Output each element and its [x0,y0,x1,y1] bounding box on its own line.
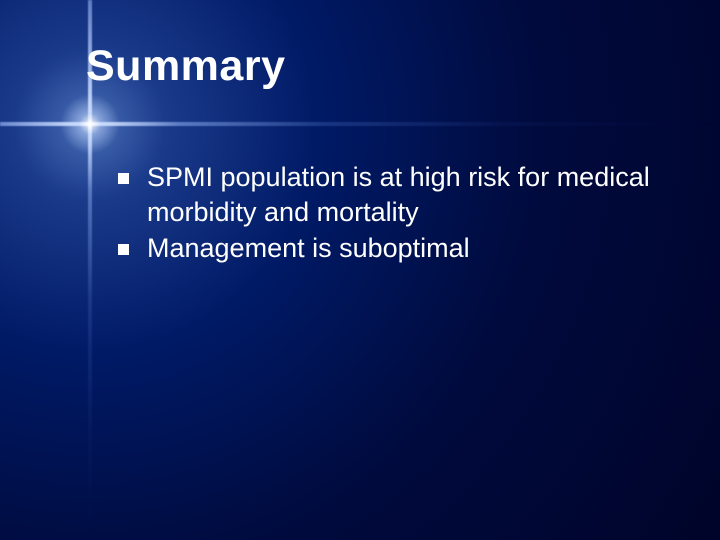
bullet-marker-icon [118,244,129,255]
bullet-text: SPMI population is at high risk for medi… [147,160,678,229]
bullet-marker-icon [118,173,129,184]
slide-content: SPMI population is at high risk for medi… [118,160,678,268]
slide-title: Summary [86,42,285,91]
bullet-item: Management is suboptimal [118,231,678,266]
bullet-text: Management is suboptimal [147,231,678,266]
bullet-item: SPMI population is at high risk for medi… [118,160,678,229]
